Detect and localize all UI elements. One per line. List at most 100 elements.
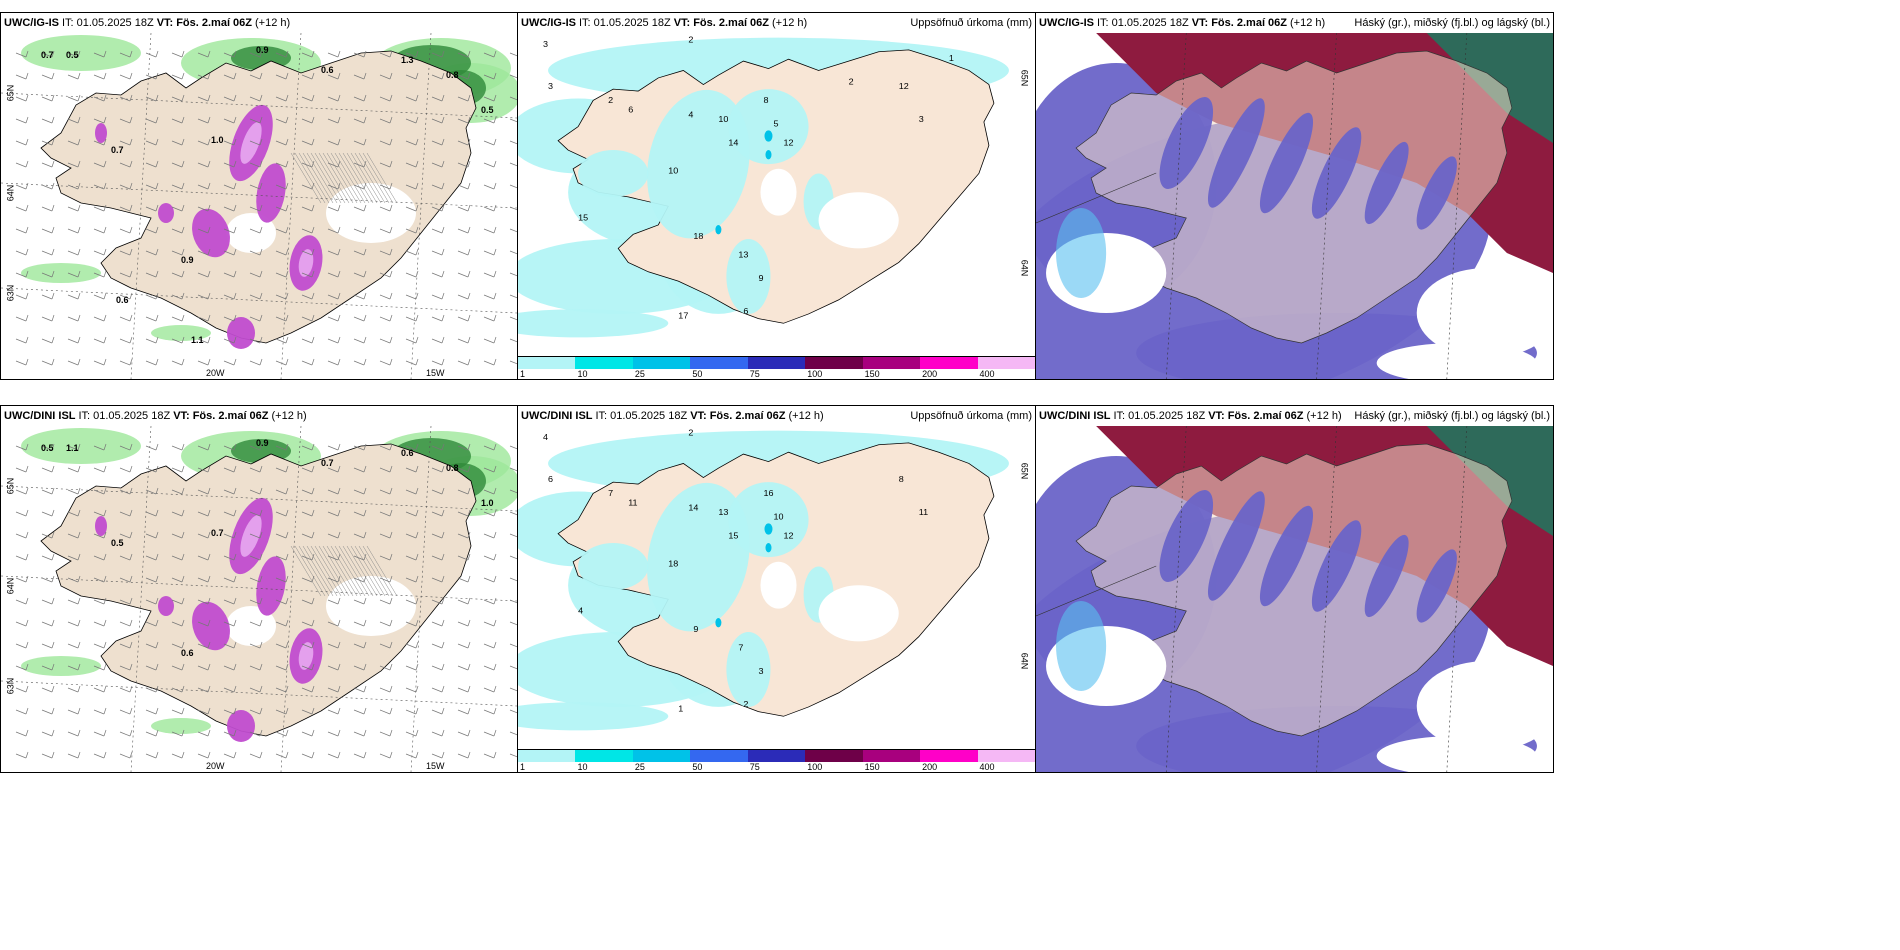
init-time: 01.05.2025 18Z xyxy=(593,17,671,29)
panel-header: UWC/DINI ISL IT: 01.05.2025 18Z VT: Fös. 2.m… xyxy=(1039,410,1550,424)
svg-text:6: 6 xyxy=(628,105,633,115)
colorbar-swatch xyxy=(575,357,634,369)
svg-text:0.9: 0.9 xyxy=(256,45,269,55)
it-label: IT: xyxy=(595,410,608,422)
panel-top-middle-accum-precip: UWC/IG-IS IT: 01.05.2025 18Z VT: Fös. 2.maí … xyxy=(517,12,1036,380)
lon-label: 15W xyxy=(426,761,445,771)
svg-text:0.9: 0.9 xyxy=(256,438,269,448)
lead-time: (+12 h) xyxy=(788,410,824,422)
svg-text:1.3: 1.3 xyxy=(401,55,414,65)
svg-text:0.6: 0.6 xyxy=(116,295,129,305)
model-name: UWC/IG-IS xyxy=(521,17,576,29)
map-area xyxy=(1036,33,1553,379)
colorbar-swatch xyxy=(920,357,979,369)
svg-text:0.5: 0.5 xyxy=(41,443,54,453)
svg-text:16: 16 xyxy=(763,489,773,499)
lead-time: (+12 h) xyxy=(255,17,291,29)
map-area: 3 2 3 2 6 4 10 8 5 12 14 10 18 13 9 6 17 15 12 3 2 1 xyxy=(518,33,1035,357)
svg-text:8: 8 xyxy=(899,474,904,484)
svg-text:6: 6 xyxy=(548,474,553,484)
lat-label: 65N xyxy=(1019,462,1030,480)
svg-text:3: 3 xyxy=(548,81,553,91)
field-title: Uppsöfnuð úrkoma (mm) xyxy=(910,17,1032,29)
lat-label: 63N xyxy=(5,284,16,302)
svg-text:11: 11 xyxy=(919,507,929,517)
svg-text:13: 13 xyxy=(718,507,728,517)
init-time: 01.05.2025 18Z xyxy=(610,410,688,422)
panel-header: UWC/DINI ISL IT: 01.05.2025 18Z VT: Fös. 2.m… xyxy=(4,410,514,424)
svg-text:5: 5 xyxy=(773,119,778,129)
svg-text:4: 4 xyxy=(688,110,693,120)
lat-label: 63N xyxy=(5,677,16,695)
model-name: UWC/IG-IS xyxy=(1039,17,1094,29)
panel-header: UWC/IG-IS IT: 01.05.2025 18Z VT: Fös. 2.maí … xyxy=(4,17,514,31)
field-title: Háský (gr.), miðský (fj.bl.) og lágský (… xyxy=(1354,410,1550,422)
colorbar-swatch xyxy=(575,750,634,762)
lead-time: (+12 h) xyxy=(1306,410,1342,422)
svg-text:0.5: 0.5 xyxy=(481,105,494,115)
colorbar-swatch xyxy=(518,750,577,762)
lead-time: (+12 h) xyxy=(772,17,808,29)
colorbar-swatch xyxy=(747,357,807,369)
map-svg xyxy=(1036,426,1553,772)
lat-label: 64N xyxy=(5,184,16,202)
lead-time: (+12 h) xyxy=(1290,17,1326,29)
svg-text:14: 14 xyxy=(688,503,698,513)
svg-text:1: 1 xyxy=(678,704,683,714)
svg-text:0.6: 0.6 xyxy=(401,448,414,458)
colorbar-tick-label: 200 xyxy=(922,369,938,379)
panel-bottom-left-wind-precip: UWC/DINI ISL IT: 01.05.2025 18Z VT: Fös. 2.m… xyxy=(0,405,518,773)
svg-text:10: 10 xyxy=(668,166,678,176)
colorbar-tick-label: 75 xyxy=(749,369,760,379)
svg-text:10: 10 xyxy=(718,114,728,124)
colorbar-tick-label: 1 xyxy=(520,369,526,379)
init-time: 01.05.2025 18Z xyxy=(93,410,171,422)
colorbar-swatch xyxy=(920,750,979,762)
svg-text:0.6: 0.6 xyxy=(321,65,334,75)
svg-text:3: 3 xyxy=(758,666,763,676)
map-svg xyxy=(1036,33,1553,379)
svg-text:1.1: 1.1 xyxy=(66,443,79,453)
wind-speed-labels: 0.5 1.1 0.9 0.7 0.6 0.8 1.0 0.5 0.7 0.6 xyxy=(41,438,494,658)
lat-label: 64N xyxy=(1019,652,1030,670)
svg-text:12: 12 xyxy=(899,81,909,91)
svg-text:1: 1 xyxy=(949,53,954,63)
lat-label: 64N xyxy=(1019,259,1030,277)
svg-text:0.9: 0.9 xyxy=(181,255,194,265)
colorbar-tick-label: 10 xyxy=(577,762,588,772)
colorbar-swatch xyxy=(690,357,749,369)
colorbar-tick-label: 75 xyxy=(749,762,760,772)
vt-label: VT: xyxy=(1191,17,1209,29)
precip-colorbar: 1 10 25 50 75 100 150 200 400 xyxy=(518,356,1035,379)
svg-text:2: 2 xyxy=(849,77,854,87)
panel-top-right-clouds: UWC/IG-IS IT: 01.05.2025 18Z VT: Fös. 2.maí … xyxy=(1035,12,1554,380)
init-time: 01.05.2025 18Z xyxy=(76,17,154,29)
vt-label: VT: xyxy=(1208,410,1225,422)
colorbar-swatch xyxy=(977,357,1035,369)
svg-text:7: 7 xyxy=(738,643,743,653)
panel-header: UWC/IG-IS IT: 01.05.2025 18Z VT: Fös. 2.maí … xyxy=(1039,17,1550,31)
model-name: UWC/DINI ISL xyxy=(521,410,593,422)
panel-header: UWC/IG-IS IT: 01.05.2025 18Z VT: Fös. 2.maí … xyxy=(521,17,1032,31)
svg-text:2: 2 xyxy=(688,428,693,438)
wind-barbs xyxy=(15,50,517,366)
map-area: 4 2 6 7 11 14 13 16 10 12 15 18 9 7 3 2 1 4 8 11 xyxy=(518,426,1035,750)
panel-top-left-wind-precip: UWC/IG-IS IT: 01.05.2025 18Z VT: Fös. 2.maí … xyxy=(0,12,518,380)
svg-text:0.8: 0.8 xyxy=(446,70,459,80)
colorbar-tick-label: 50 xyxy=(692,369,703,379)
lon-label: 20W xyxy=(206,761,225,771)
precip-colorbar: 1 10 25 50 75 100 150 200 400 xyxy=(518,749,1035,772)
valid-time: Fös. 2.maí 06Z xyxy=(192,410,269,422)
lat-label: 65N xyxy=(1019,69,1030,87)
svg-text:1.0: 1.0 xyxy=(211,135,224,145)
colorbar-swatch xyxy=(632,357,692,369)
svg-text:4: 4 xyxy=(543,432,548,442)
colorbar-swatch xyxy=(632,750,692,762)
panel-bottom-middle-accum-precip: UWC/DINI ISL IT: 01.05.2025 18Z VT: Fös. 2.m… xyxy=(517,405,1036,773)
map-area: 0.7 0.5 0.9 0.6 1.3 0.8 0.5 0.7 1.0 0.9 0.6 1.1 xyxy=(1,33,517,379)
svg-text:1.0: 1.0 xyxy=(481,498,494,508)
init-time: 01.05.2025 18Z xyxy=(1128,410,1206,422)
colorbar-swatch xyxy=(805,357,864,369)
init-time: 01.05.2025 18Z xyxy=(1111,17,1189,29)
